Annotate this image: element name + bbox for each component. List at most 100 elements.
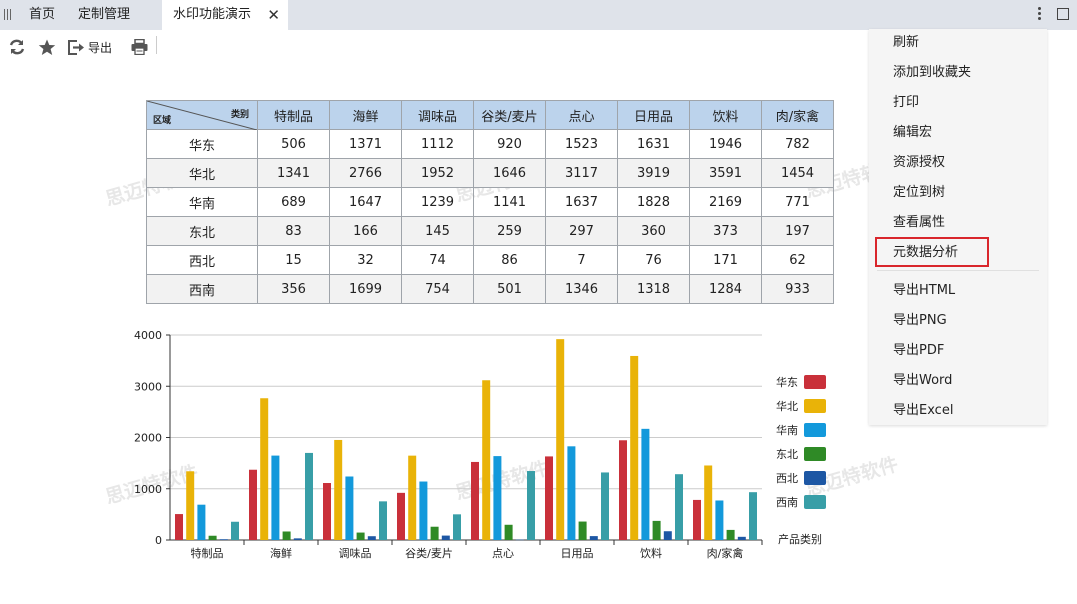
table-cell: 501 (473, 274, 546, 304)
y-tick-label: 4000 (134, 329, 162, 342)
bar (545, 456, 553, 540)
menu-item-refresh[interactable]: 刷新 (893, 35, 920, 50)
table-cell: 1346 (545, 274, 618, 304)
menu-item-properties[interactable]: 查看属性 (893, 215, 946, 230)
star-icon (38, 39, 56, 55)
drag-grip-icon[interactable] (4, 9, 12, 21)
legend-swatch (804, 447, 826, 461)
export-button[interactable]: 导出 (68, 38, 112, 56)
bar (208, 535, 217, 540)
bar (345, 476, 354, 540)
row-header: 东北 (146, 216, 258, 246)
print-button[interactable] (131, 38, 148, 56)
table-row: 华南 689 1647 1239 1141 1637 1828 2169 771 (146, 187, 834, 217)
bar (737, 536, 746, 540)
table-header-row: 类别 区域 特制品 海鲜 调味品 谷类/麦片 点心 日用品 饮料 肉/家禽 (146, 100, 834, 130)
x-axis-title: 产品类别 (778, 532, 822, 546)
bar (367, 536, 376, 540)
x-tick-label: 日用品 (561, 547, 594, 560)
table-cell: 1637 (545, 187, 618, 217)
export-label: 导出 (88, 40, 113, 55)
menu-item-locate-tree[interactable]: 定位到树 (893, 185, 946, 200)
legend-swatch (804, 423, 826, 437)
menu-item-export-excel[interactable]: 导出Excel (893, 403, 954, 418)
table-cell: 1341 (257, 158, 330, 188)
menu-item-export-pdf[interactable]: 导出PDF (893, 343, 945, 358)
column-header: 调味品 (401, 100, 474, 130)
menu-divider (877, 270, 1039, 271)
table-cell: 1454 (761, 158, 834, 188)
print-icon (131, 39, 148, 55)
bar (260, 398, 269, 540)
menu-item-add-favorite[interactable]: 添加到收藏夹 (893, 65, 972, 80)
menu-item-metadata-analysis[interactable]: 元数据分析 (893, 245, 959, 260)
legend-label: 华北 (776, 399, 798, 413)
bar (397, 492, 405, 540)
favorite-button[interactable] (38, 38, 56, 56)
x-tick-label: 谷类/麦片 (405, 546, 453, 560)
table-cell: 2766 (329, 158, 402, 188)
bar (567, 446, 576, 540)
bar (379, 501, 387, 540)
bar (527, 471, 535, 540)
refresh-icon (9, 39, 25, 55)
bar (323, 483, 331, 540)
table-cell: 1828 (617, 187, 690, 217)
bar (578, 521, 587, 540)
maximize-icon[interactable] (1057, 8, 1069, 20)
column-header: 日用品 (617, 100, 690, 130)
more-menu-icon[interactable] (1032, 7, 1046, 23)
x-tick-label: 特制品 (191, 546, 224, 560)
tab-custom-management[interactable]: 定制管理 (78, 7, 131, 22)
table-cell: 3919 (617, 158, 690, 188)
menu-item-edit-macro[interactable]: 编辑宏 (893, 125, 933, 140)
table-cell: 297 (545, 216, 618, 246)
bar (271, 455, 280, 540)
bar (186, 471, 195, 540)
table-row: 西南 356 1699 754 501 1346 1318 1284 933 (146, 274, 834, 304)
legend-label: 华南 (776, 423, 798, 437)
table-cell: 86 (473, 245, 546, 275)
y-tick-label: 2000 (134, 432, 162, 445)
column-header: 特制品 (257, 100, 330, 130)
table-cell: 1946 (689, 129, 762, 159)
x-tick-label: 海鲜 (270, 546, 292, 560)
corner-column-label: 类别 (230, 110, 249, 120)
refresh-button[interactable] (9, 38, 25, 56)
table-cell: 1699 (329, 274, 402, 304)
x-tick-label: 点心 (492, 547, 514, 560)
table-cell: 197 (761, 216, 834, 246)
y-tick-label: 0 (155, 534, 162, 547)
table-corner-cell: 类别 区域 (146, 100, 258, 130)
menu-item-export-png[interactable]: 导出PNG (893, 313, 947, 328)
close-icon[interactable]: ✕ (267, 6, 280, 24)
bar (652, 520, 661, 540)
row-header: 西南 (146, 274, 258, 304)
column-header: 肉/家禽 (761, 100, 834, 130)
column-header: 海鲜 (329, 100, 402, 130)
menu-item-export-html[interactable]: 导出HTML (893, 283, 956, 298)
menu-item-export-word[interactable]: 导出Word (893, 373, 953, 388)
legend-label: 东北 (776, 448, 798, 461)
menu-item-print[interactable]: 打印 (893, 95, 920, 110)
bar (219, 539, 228, 540)
bar (231, 521, 239, 540)
table-cell: 373 (689, 216, 762, 246)
table-cell: 145 (401, 216, 474, 246)
table-row: 东北 83 166 145 259 297 360 373 197 (146, 216, 834, 246)
menu-item-resource-auth[interactable]: 资源授权 (893, 155, 946, 170)
legend-label: 西南 (776, 496, 798, 509)
bar (441, 535, 450, 540)
bar (175, 514, 183, 540)
bar (408, 455, 417, 540)
x-tick-label: 肉/家禽 (707, 546, 744, 560)
table-cell: 771 (761, 187, 834, 217)
y-tick-label: 1000 (134, 483, 162, 496)
bar (630, 355, 639, 540)
bar (356, 532, 365, 540)
bar (504, 524, 513, 540)
tab-home[interactable]: 首页 (29, 7, 56, 22)
bar (663, 531, 672, 540)
tab-watermark-demo[interactable]: 水印功能演示 ✕ (162, 0, 288, 30)
corner-row-label: 区域 (153, 116, 172, 126)
